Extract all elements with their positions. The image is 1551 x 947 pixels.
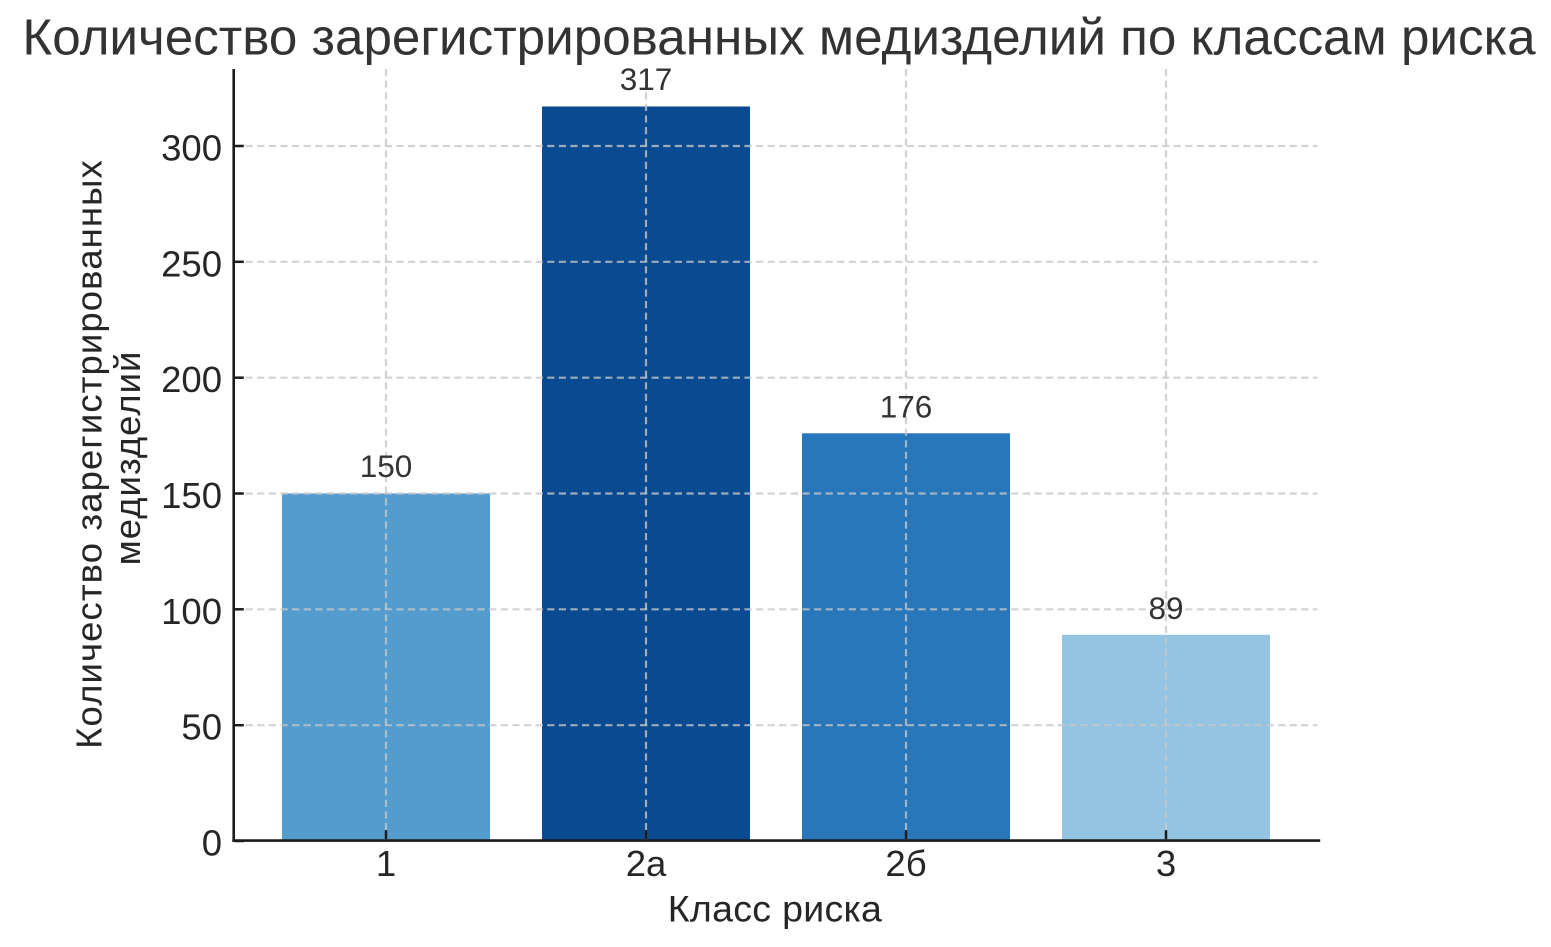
svg-text:Количество зарегистрированных: Количество зарегистрированных [69, 159, 110, 749]
svg-text:Класс риска: Класс риска [668, 888, 882, 930]
svg-text:3: 3 [1156, 843, 1176, 884]
svg-text:100: 100 [161, 591, 222, 632]
svg-text:176: 176 [880, 388, 933, 424]
svg-text:1: 1 [376, 843, 396, 884]
svg-text:150: 150 [360, 448, 413, 484]
svg-text:250: 250 [161, 243, 222, 284]
svg-text:300: 300 [161, 128, 222, 169]
svg-text:0: 0 [202, 823, 222, 864]
svg-text:317: 317 [620, 61, 673, 97]
svg-text:50: 50 [181, 707, 222, 748]
svg-text:200: 200 [161, 359, 222, 400]
svg-text:89: 89 [1148, 590, 1183, 626]
svg-text:2а: 2а [626, 843, 667, 884]
svg-text:2б: 2б [885, 843, 926, 884]
svg-text:Количество зарегистрированных: Количество зарегистрированных медизделий… [22, 9, 1536, 66]
svg-text:150: 150 [161, 475, 222, 516]
svg-text:медизделий: медизделий [107, 351, 148, 566]
